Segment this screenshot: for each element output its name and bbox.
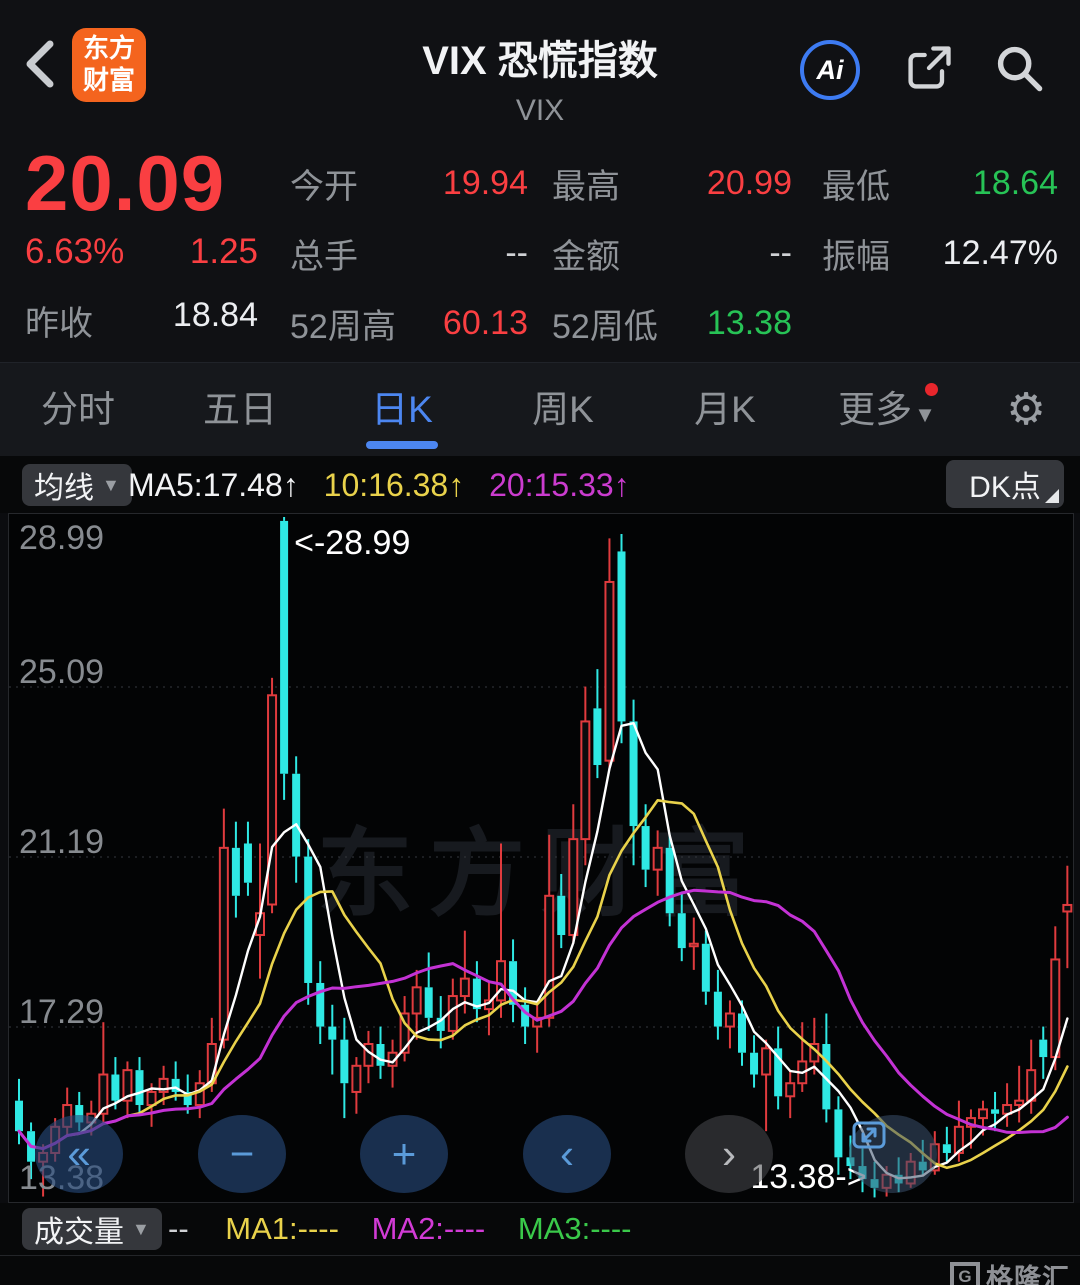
zoom-in-button[interactable]: + [360,1115,448,1193]
tab-minute[interactable]: 分时 [41,389,115,430]
vol-ma3-value: MA3:---- [517,1211,632,1246]
period-tab-bar: 分时 五日 日K 周K 月K 更多▼ ⚙ [0,362,1080,458]
active-tab-underline [366,441,438,449]
corner-triangle-icon [1045,489,1059,503]
prev-close-label: 昨收 [25,305,93,343]
minus-icon: − [229,1130,255,1177]
change-absolute: 1.25 [189,232,258,271]
high-label: 最高 [552,167,620,206]
tab-weekly-k[interactable]: 周K [532,389,594,430]
gelonghui-brand: G 格隆汇 [950,1257,1070,1285]
y-axis-tick: 21.19 [19,823,105,861]
footer-divider [0,1255,1080,1285]
share-icon[interactable] [903,42,955,94]
ma5-value: MA5:17.48↑ [128,467,299,503]
double-chevron-left-icon: « [67,1130,91,1177]
svg-text:<-28.99: <-28.99 [294,524,410,562]
tab-monthly-k[interactable]: 月K [694,389,756,430]
page-title: VIX 恐慌指数 [422,39,658,83]
title-box: VIX 恐慌指数 VIX [0,0,1080,128]
volume-value: -- [168,1211,189,1246]
amplitude-value: 12.47% [942,233,1058,272]
open-label: 今开 [290,167,358,206]
ai-assistant-icon[interactable]: Ai [800,40,860,100]
volume-label: 总手 [290,237,358,276]
gelonghui-name: 格隆汇 [986,1264,1070,1285]
quote-col-low: 最低 18.64 振幅 12.47% [822,148,1058,288]
last-price: 20.09 [25,139,226,227]
page-subtitle: VIX [515,94,565,127]
52w-low-value: 13.38 [706,303,792,342]
low-label: 最低 [822,167,890,206]
rewind-button[interactable]: « [35,1115,123,1193]
52w-low-label: 52周低 [552,307,658,346]
change-row: 6.63% 1.25 [25,232,258,272]
volume-selector-dropdown[interactable]: 成交量 ▼ [22,1208,162,1250]
y-axis-tick: 28.99 [19,519,105,557]
back-icon[interactable] [20,36,68,92]
ma-selector-dropdown[interactable]: 均线 ▼ [22,464,132,506]
kline-chart-area[interactable]: 东方财富 <-28.99 13.38-> 28.99 25.09 21.19 17… [8,513,1074,1203]
indicator-bar: 均线 ▼ MA5:17.48↑ 10:16.38↑ 20:15.33↑ DK点 [0,456,1080,513]
prev-close-value: 18.84 [172,296,258,334]
amount-label: 金额 [552,237,620,276]
dk-points-button[interactable]: DK点 [946,460,1064,508]
zoom-out-button[interactable]: − [198,1115,286,1193]
dk-label: DK点 [969,471,1041,504]
ma10-value: 10:16.38↑ [323,467,465,503]
search-icon[interactable] [993,42,1045,94]
gear-icon[interactable]: ⚙ [1006,385,1046,434]
ma-selector-label: 均线 [34,472,94,505]
y-axis-tick: 25.09 [19,653,105,691]
volume-legend-bar: 成交量 ▼ -- MA1:---- MA2:---- MA3:---- [0,1203,1080,1255]
eastmoney-logo[interactable]: 东方 财富 [72,28,146,102]
52w-high-value: 60.13 [442,303,528,342]
open-value: 19.94 [442,163,528,202]
vol-ma1-value: MA1:---- [225,1211,339,1246]
ma-values-readout: MA5:17.48↑ 10:16.38↑ 20:15.33↑ [128,464,630,506]
amount-value: -- [769,233,792,272]
y-axis-tick: 17.29 [19,993,105,1031]
pan-right-button[interactable]: › [685,1115,773,1193]
change-percent: 6.63% [25,232,125,271]
quote-col-open: 今开 19.94 总手 -- 52周高 60.13 [290,148,528,358]
volume-selector-label: 成交量 [34,1216,124,1249]
chevron-down-icon: ▼ [132,1218,150,1239]
chevron-left-icon: ‹ [560,1130,574,1177]
logo-line2: 财富 [82,65,135,95]
chevron-down-icon: ▼ [102,474,120,495]
plus-icon: + [391,1130,417,1177]
tab-5day[interactable]: 五日 [203,389,277,430]
high-value: 20.99 [706,163,792,202]
logo-line1: 东方 [82,33,135,64]
nav-bar: 东方 财富 VIX 恐慌指数 VIX Ai [0,0,1080,130]
gelonghui-logo-icon: G [950,1261,980,1285]
quote-col-high: 最高 20.99 金额 -- 52周低 13.38 [552,148,792,358]
pan-left-button[interactable]: ‹ [523,1115,611,1193]
volume-value: -- [505,233,528,272]
volume-values-readout: -- MA1:---- MA2:---- MA3:---- [168,1208,632,1250]
notification-dot [925,383,938,396]
expand-icon [852,1121,886,1149]
ai-label: Ai [816,54,844,85]
chevron-down-icon: ▼ [914,402,936,427]
chevron-right-icon: › [722,1130,736,1177]
52w-high-label: 52周高 [290,307,396,346]
prev-close-row: 昨收 18.84 [25,296,258,345]
vol-ma2-value: MA2:---- [371,1211,486,1246]
quote-board: 20.09 6.63% 1.25 昨收 18.84 今开 19.94 总手 -- 5… [0,130,1080,362]
low-value: 18.64 [972,163,1058,202]
tab-daily-k[interactable]: 日K [371,389,433,430]
amplitude-label: 振幅 [822,237,890,276]
ma20-value: 20:15.33↑ [489,467,630,503]
fullscreen-button[interactable] [849,1115,937,1193]
tab-more[interactable]: 更多▼ [817,363,957,457]
